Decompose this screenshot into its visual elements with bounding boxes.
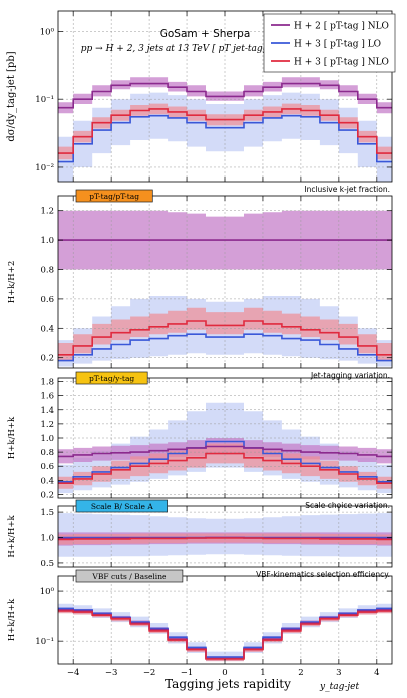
y-tick-label-ratio-h2: 1.2 xyxy=(40,207,54,217)
x-tick-label: −1 xyxy=(181,668,194,678)
y-tick-label-ratio-vbf: 10⁻¹ xyxy=(35,637,54,647)
y-axis-label-ratio-hk-pt: H+k/H+k xyxy=(7,416,17,459)
note-main: Inclusive k-jet fraction. xyxy=(304,185,390,194)
frame-layer xyxy=(57,10,393,665)
y-tick-label-ratio-h2: 1.0 xyxy=(40,236,54,246)
chart-title: GoSam + Sherpa xyxy=(160,28,251,40)
y-tick-label-main: 10⁰ xyxy=(40,27,55,37)
note-ratio-hk-scale: VBF-kinematics selection efficiency. xyxy=(256,570,390,579)
x-tick-label: 3 xyxy=(336,668,341,678)
y-tick-label-ratio-vbf: 10⁰ xyxy=(40,587,55,597)
x-tick-label: 4 xyxy=(374,668,379,678)
band-ratio-h2-h3_nlo xyxy=(58,307,392,361)
x-tick-label: −2 xyxy=(143,668,156,678)
band-ratio-vbf-h2_nlo xyxy=(58,607,392,661)
legend: H + 2 [ pT-tag ] NLO H + 3 [ pT-tag ] LO… xyxy=(263,13,396,73)
y-axis-label-ratio-vbf: H+k/H+k xyxy=(7,598,17,641)
x-axis-label: Tagging jets rapidity xyxy=(165,677,291,691)
tag-box-ratio-h2 xyxy=(75,189,153,203)
tag-label-ratio-hk-scale: Scale B/ Scale A xyxy=(91,502,153,511)
x-axis-label-sub: y_tag-jet xyxy=(319,682,359,692)
text-layer: GoSam + Sherpa pp → H + 2, 3 jets at 13 … xyxy=(6,27,390,692)
tag-box-ratio-hk-scale xyxy=(75,499,168,513)
y-tick-label-ratio-h2: 0.2 xyxy=(40,354,54,364)
y-tick-label-ratio-hk-scale: 1.5 xyxy=(40,508,54,518)
legend-label-h2-nlo: H + 2 [ pT-tag ] NLO xyxy=(294,22,389,32)
x-tick-label: 0 xyxy=(222,668,227,678)
y-tick-label-ratio-hk-pt: 1.6 xyxy=(40,392,54,402)
band-main-h3_nlo xyxy=(58,103,392,160)
y-tick-label-main: 10⁻¹ xyxy=(35,95,54,105)
legend-label-h3-nlo: H + 3 [ pT-tag ] NLO xyxy=(294,58,389,68)
y-tick-label-ratio-hk-pt: 1.8 xyxy=(40,378,54,388)
y-tick-label-ratio-hk-scale: 0.5 xyxy=(40,559,54,569)
line-main-h3_nlo xyxy=(58,108,392,154)
line-main-h2_nlo xyxy=(58,82,392,109)
y-tick-label-ratio-hk-pt: 1.2 xyxy=(40,420,54,430)
y-tick-label-ratio-hk-pt: 1.4 xyxy=(40,406,54,416)
tag-label-ratio-hk-pt: pT-tag/y-tag xyxy=(89,374,134,383)
y-tick-label-ratio-hk-pt: 0.8 xyxy=(40,448,54,458)
chart-subtitle: pp → H + 2, 3 jets at 13 TeV [ pT jet-ta… xyxy=(81,44,290,54)
tag-box-ratio-hk-pt xyxy=(75,371,148,385)
band-ratio-hk-pt-h3_nlo xyxy=(58,443,392,489)
y-tick-label-ratio-h2: 0.4 xyxy=(40,324,54,334)
y-tick-label-ratio-hk-pt: 1.0 xyxy=(40,434,54,444)
y-tick-label-main: 10⁻² xyxy=(35,163,54,173)
x-tick-label: −4 xyxy=(67,668,80,678)
x-tick-label: −3 xyxy=(105,668,118,678)
note-ratio-hk-pt: Scale choice variation. xyxy=(305,501,390,510)
y-tick-label-ratio-hk-pt: 0.2 xyxy=(40,490,54,500)
line-ratio-h2-h3_lo xyxy=(58,333,392,362)
tag-box-ratio-vbf xyxy=(75,569,184,583)
legend-label-h3-lo: H + 3 [ pT-tag ] LO xyxy=(294,40,381,50)
line-main-h3_lo xyxy=(58,114,392,163)
y-tick-label-ratio-h2: 0.8 xyxy=(40,266,54,276)
line-ratio-hk-pt-h2_nlo xyxy=(58,445,392,458)
y-axis-label-ratio-h2: H+k/H+2 xyxy=(7,261,17,304)
x-tick-label: 1 xyxy=(260,668,265,678)
line-ratio-hk-scale-h3_nlo xyxy=(58,537,392,541)
band-ratio-vbf-h3_lo xyxy=(58,603,392,662)
y-tick-label-ratio-hk-pt: 0.4 xyxy=(40,476,54,486)
y-axis-label-ratio-hk-scale: H+k/H+k xyxy=(7,515,17,558)
lines-layer xyxy=(58,82,392,660)
y-tick-label-ratio-h2: 0.6 xyxy=(40,295,54,305)
y-tick-label-ratio-hk-pt: 0.6 xyxy=(40,462,54,472)
note-ratio-h2: Jet-tagging variation. xyxy=(310,371,390,380)
tag-label-ratio-h2: pT-tag/pT-tag xyxy=(89,192,139,201)
y-tick-label-ratio-hk-scale: 1.0 xyxy=(40,534,54,544)
line-ratio-hk-pt-h3_nlo xyxy=(58,452,392,484)
line-ratio-h2-h3_nlo xyxy=(58,320,392,356)
x-tick-label: 2 xyxy=(298,668,303,678)
tag-label-ratio-vbf: VBF cuts / Baseline xyxy=(91,572,167,581)
y-axis-label-main: dσ/dy_tag-jet [pb] xyxy=(6,51,17,141)
